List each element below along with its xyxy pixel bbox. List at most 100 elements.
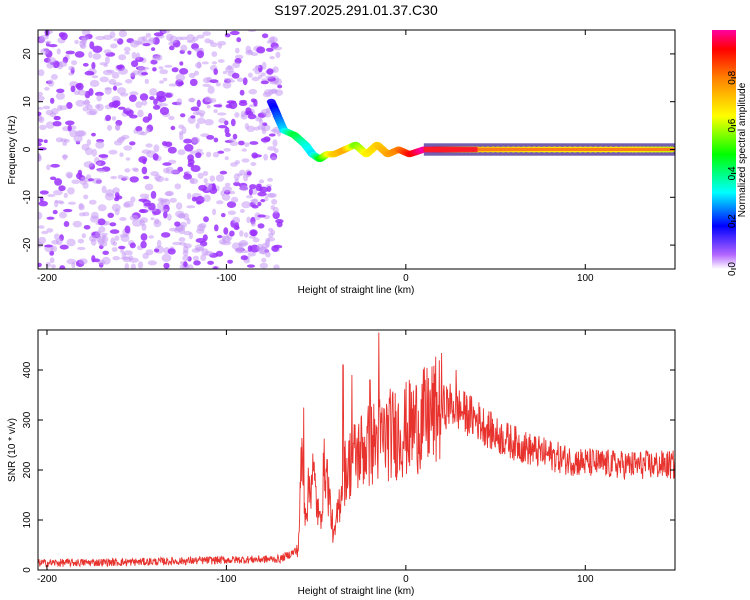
noise-point <box>80 176 89 180</box>
noise-point <box>148 235 155 239</box>
noise-point <box>147 260 157 266</box>
noise-point <box>79 179 87 185</box>
noise-point <box>120 234 130 242</box>
noise-point <box>202 31 211 36</box>
noise-point <box>252 237 260 243</box>
noise-point <box>153 144 160 153</box>
noise-point <box>63 208 73 213</box>
noise-point <box>268 227 273 232</box>
noise-point <box>202 234 208 242</box>
noise-point <box>140 240 147 249</box>
noise-point <box>251 204 259 209</box>
noise-point <box>175 202 183 210</box>
y-tick-label: 10 <box>22 96 33 108</box>
noise-point <box>257 191 267 197</box>
noise-point <box>195 152 202 159</box>
noise-point <box>99 62 108 66</box>
noise-point <box>107 212 114 218</box>
noise-point <box>63 192 68 198</box>
noise-point <box>133 168 139 173</box>
noise-point <box>265 75 275 79</box>
noise-point <box>122 175 129 181</box>
x-tick-label: 0 <box>403 574 409 585</box>
noise-point <box>273 264 280 269</box>
noise-point <box>245 107 252 114</box>
noise-point <box>234 112 240 118</box>
noise-point <box>72 220 83 228</box>
noise-point <box>248 72 253 78</box>
noise-point <box>38 138 44 143</box>
noise-point <box>135 101 143 109</box>
noise-point <box>141 99 148 106</box>
noise-point <box>238 140 245 146</box>
noise-point <box>129 114 138 119</box>
noise-point <box>186 40 196 44</box>
noise-point <box>239 209 245 213</box>
noise-point <box>250 221 256 227</box>
noise-point <box>246 171 252 176</box>
snr-ticks: -200 -100 0 100 0 100 200 300 400 <box>22 330 675 585</box>
noise-point <box>256 46 266 54</box>
noise-point <box>68 65 75 71</box>
noise-point <box>39 124 47 130</box>
noise-point <box>123 145 133 151</box>
noise-point <box>144 78 149 85</box>
noise-point <box>240 185 249 192</box>
noise-point <box>38 211 43 220</box>
noise-point <box>272 211 280 220</box>
noise-point <box>198 223 207 229</box>
noise-point <box>217 112 227 116</box>
noise-point <box>259 262 269 269</box>
ridge-core <box>423 147 478 152</box>
noise-point <box>112 241 118 247</box>
noise-point <box>119 152 124 157</box>
noise-point <box>246 216 251 224</box>
noise-point <box>203 216 209 223</box>
colorbar: 0.0 0.2 0.4 0.6 0.8 Normalized spectral ampl… <box>712 30 748 276</box>
noise-point <box>260 199 266 203</box>
snr-series-line <box>38 332 675 568</box>
noise-point <box>238 101 248 106</box>
noise-point <box>150 217 155 221</box>
noise-point <box>113 100 121 107</box>
noise-point <box>92 45 103 53</box>
noise-point <box>159 69 169 75</box>
y-tick-label: -10 <box>22 190 33 205</box>
noise-point <box>83 161 94 168</box>
noise-point <box>130 72 136 77</box>
noise-point <box>102 250 109 255</box>
noise-point <box>233 181 241 187</box>
noise-point <box>139 209 146 213</box>
noise-point <box>159 107 170 115</box>
noise-point <box>161 253 172 262</box>
noise-point <box>143 202 151 207</box>
noise-point <box>240 255 248 261</box>
x-tick-label: -200 <box>37 273 57 284</box>
noise-point <box>250 162 257 166</box>
colorbar-tick-label: 0.4 <box>727 166 738 180</box>
noise-point <box>154 218 160 225</box>
noise-point <box>67 124 72 132</box>
noise-point <box>264 240 270 248</box>
noise-point <box>156 239 162 248</box>
noise-point <box>198 184 208 191</box>
noise-point <box>190 165 201 172</box>
noise-point <box>152 55 161 61</box>
noise-point <box>41 230 49 235</box>
noise-point <box>119 217 127 221</box>
noise-point <box>111 71 120 79</box>
noise-point <box>74 51 85 58</box>
noise-point <box>66 238 76 247</box>
noise-point <box>132 219 142 227</box>
noise-point <box>196 50 204 59</box>
noise-point <box>104 87 112 91</box>
noise-point <box>125 157 131 161</box>
noise-point <box>247 245 253 253</box>
noise-point <box>155 175 165 183</box>
noise-point <box>260 72 266 77</box>
noise-point <box>213 109 218 113</box>
noise-point <box>50 74 58 80</box>
noise-point <box>88 88 94 96</box>
noise-point <box>266 68 274 75</box>
noise-point <box>94 91 104 97</box>
